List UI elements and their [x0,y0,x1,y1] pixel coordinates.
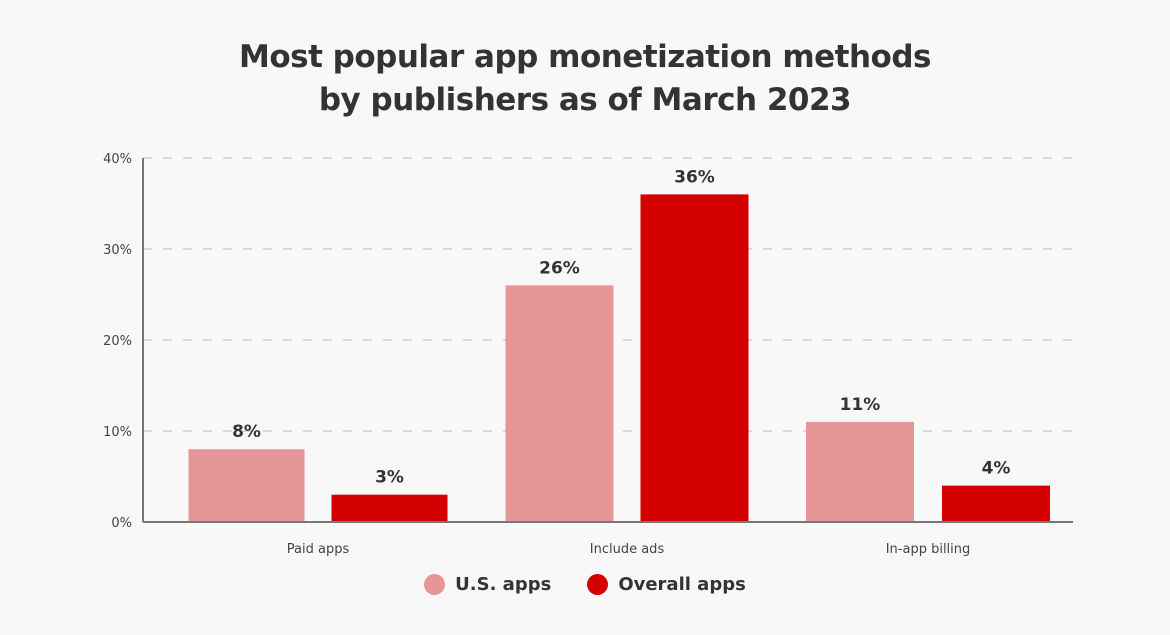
x-tick-label: Include ads [590,542,665,557]
chart-title-line-1: Most popular app monetization methods [238,39,932,75]
legend-label-overall-apps: Overall apps [618,574,746,595]
data-label: 36% [674,167,715,187]
legend-label-us-apps: U.S. apps [455,574,552,595]
y-tick-label: 30% [103,243,132,258]
y-tick-label: 0% [111,516,132,531]
legend-item-us-apps[interactable]: U.S. apps [424,574,551,595]
y-tick-label: 20% [103,334,132,349]
legend: U.S. apps Overall apps [0,574,1170,595]
bar-us-apps [505,285,614,522]
bar-us-apps [188,449,305,522]
data-label: 11% [840,395,881,415]
legend-swatch-us-apps [424,574,446,595]
x-tick-label: In-app billing [886,542,971,557]
x-tick-label: Paid apps [287,542,350,557]
chart-title-line-2: by publishers as of March 2023 [318,82,852,118]
data-label: 4% [982,459,1011,479]
bar-overall-apps [942,485,1050,522]
legend-swatch-overall-apps [587,574,609,595]
data-label: 3% [375,468,404,488]
data-label: 26% [539,258,580,278]
chart-title: Most popular app monetization methods by… [0,36,1170,122]
bar-overall-apps [331,494,448,522]
legend-item-overall-apps[interactable]: Overall apps [587,574,746,595]
bar-overall-apps [640,194,749,522]
data-label: 8% [232,422,261,442]
bar-us-apps [806,421,914,522]
y-tick-label: 10% [103,425,132,440]
y-tick-label: 40% [103,152,132,167]
